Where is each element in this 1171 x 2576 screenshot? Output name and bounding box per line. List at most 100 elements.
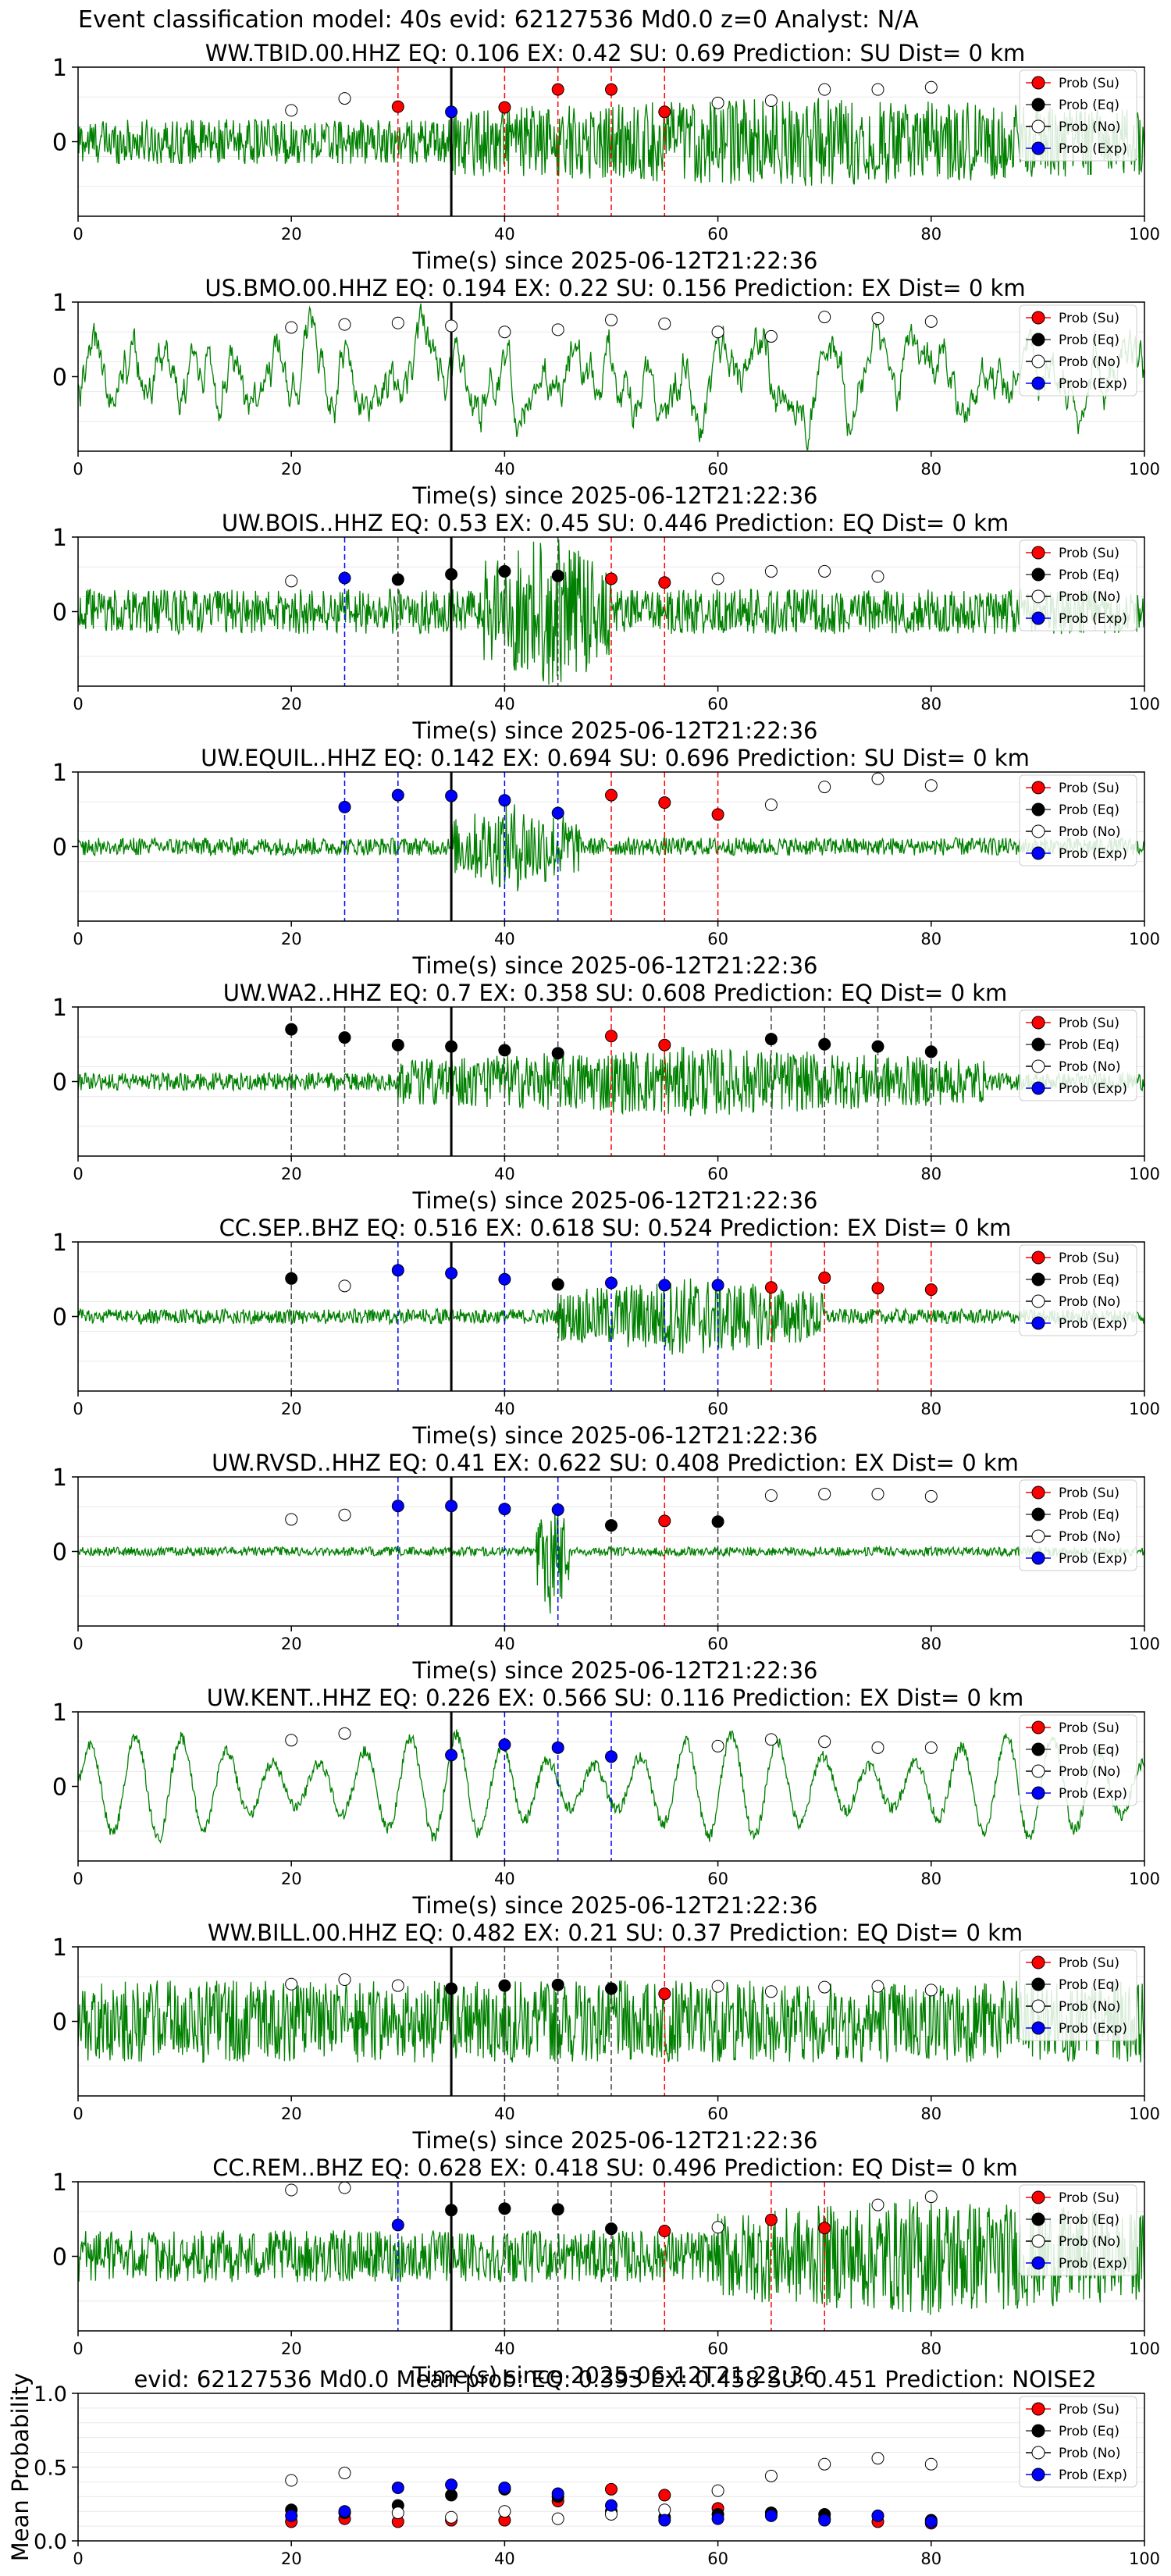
prob-marker-no bbox=[818, 1980, 831, 1994]
prob-marker-no bbox=[924, 1741, 938, 1754]
legend-label: Prob (No) bbox=[1059, 119, 1121, 135]
legend-label: Prob (Eq) bbox=[1059, 333, 1119, 348]
x-tick-label: 20 bbox=[281, 2339, 302, 2358]
prob-marker-no bbox=[871, 1980, 884, 1993]
x-tick-label: 80 bbox=[920, 1870, 941, 1888]
x-tick-label: 100 bbox=[1129, 2105, 1160, 2123]
x-tick-label: 0 bbox=[73, 2339, 83, 2358]
legend-label: Prob (Su) bbox=[1059, 2402, 1119, 2418]
legend-marker-exp bbox=[1031, 846, 1045, 860]
mean-marker-no bbox=[711, 2484, 724, 2497]
legend-marker-exp bbox=[1031, 1081, 1045, 1095]
legend-label: Prob (No) bbox=[1059, 1059, 1121, 1075]
x-tick-label: 0 bbox=[73, 460, 83, 479]
x-axis-label: Time(s) since 2025-06-12T21:22:36 bbox=[412, 1422, 818, 1449]
legend-marker-su bbox=[1031, 1485, 1045, 1500]
mean-marker-no bbox=[818, 2457, 831, 2471]
prob-marker-no bbox=[285, 1513, 298, 1526]
mean-marker-exp bbox=[445, 2478, 458, 2492]
legend: Prob (Su) Prob (Eq) Prob (No) Prob (Exp) bbox=[1019, 539, 1137, 632]
x-tick-label: 60 bbox=[707, 460, 728, 479]
legend-label: Prob (Eq) bbox=[1059, 1037, 1119, 1053]
x-axis-label: Time(s) since 2025-06-12T21:22:36 bbox=[412, 2362, 818, 2389]
legend-label: Prob (Eq) bbox=[1059, 1272, 1119, 1288]
prob-marker-no bbox=[338, 1973, 351, 1987]
prob-marker-no bbox=[711, 96, 724, 109]
x-tick-label: 60 bbox=[707, 930, 728, 948]
panel-title: CC.REM..BHZ EQ: 0.628 EX: 0.418 SU: 0.49… bbox=[212, 2154, 1018, 2181]
x-tick-label: 40 bbox=[494, 2339, 515, 2358]
mean-marker-su bbox=[658, 2489, 671, 2502]
x-tick-label: 100 bbox=[1129, 695, 1160, 713]
x-tick-label: 60 bbox=[707, 1635, 728, 1653]
prob-marker-eq bbox=[764, 1033, 778, 1046]
prob-marker-su bbox=[924, 1283, 938, 1297]
prob-marker-no bbox=[445, 319, 458, 333]
legend-label: Prob (Exp) bbox=[1059, 2467, 1127, 2483]
x-axis-label: Time(s) since 2025-06-12T21:22:36 bbox=[412, 247, 818, 274]
legend-label: Prob (Su) bbox=[1059, 311, 1119, 326]
legend-marker-no bbox=[1031, 1294, 1045, 1308]
panel-title: WW.TBID.00.HHZ EQ: 0.106 EX: 0.42 SU: 0.… bbox=[205, 40, 1026, 66]
prob-marker-eq bbox=[605, 2222, 618, 2236]
y-tick-label: 0.5 bbox=[34, 2457, 67, 2481]
prob-marker-su bbox=[605, 83, 618, 96]
x-tick-label: 20 bbox=[281, 1870, 302, 1888]
y-tick-label: 1 bbox=[52, 55, 67, 82]
x-tick-label: 80 bbox=[920, 460, 941, 479]
mean-marker-exp bbox=[924, 2515, 938, 2528]
prob-marker-eq bbox=[498, 1044, 511, 1057]
x-tick-label: 80 bbox=[920, 225, 941, 244]
prob-marker-no bbox=[285, 321, 298, 334]
panel-title: UW.RVSD..HHZ EQ: 0.41 EX: 0.622 SU: 0.40… bbox=[212, 1450, 1019, 1476]
figure-title: Event classification model: 40s evid: 62… bbox=[78, 6, 919, 34]
prob-marker-exp bbox=[498, 1503, 511, 1516]
x-tick-label: 100 bbox=[1129, 1870, 1160, 1888]
legend-marker-exp bbox=[1031, 2021, 1045, 2035]
x-tick-label: 100 bbox=[1129, 1165, 1160, 1183]
x-tick-label: 40 bbox=[494, 1635, 515, 1653]
prob-marker-no bbox=[871, 2198, 884, 2211]
prob-marker-eq bbox=[445, 2204, 458, 2217]
legend-marker-exp bbox=[1031, 1316, 1045, 1330]
y-tick-label: 0 bbox=[52, 1539, 67, 1567]
waveform-trace bbox=[77, 98, 1145, 187]
mean-marker-exp bbox=[818, 2514, 831, 2527]
prob-marker-exp bbox=[605, 1750, 618, 1763]
legend-label: Prob (No) bbox=[1059, 354, 1121, 370]
legend-marker-eq bbox=[1031, 568, 1045, 582]
x-tick-label: 0 bbox=[73, 225, 83, 244]
legend-label: Prob (Exp) bbox=[1059, 1551, 1127, 1567]
legend-label: Prob (Exp) bbox=[1059, 141, 1127, 157]
prob-marker-no bbox=[711, 572, 724, 585]
legend-marker-eq bbox=[1031, 802, 1045, 817]
mean-marker-no bbox=[338, 2467, 351, 2480]
x-tick-label: 40 bbox=[494, 1400, 515, 1418]
prob-marker-su bbox=[711, 808, 724, 821]
legend-label: Prob (No) bbox=[1059, 2234, 1121, 2250]
legend-marker-no bbox=[1031, 119, 1045, 133]
legend: Prob (Su) Prob (Eq) Prob (No) Prob (Exp) bbox=[1019, 1479, 1137, 1571]
legend-box bbox=[1019, 2184, 1137, 2276]
prob-marker-eq bbox=[285, 1272, 298, 1285]
y-tick-label: 0 bbox=[52, 130, 67, 157]
prob-marker-no bbox=[871, 312, 884, 326]
legend-box bbox=[1019, 2396, 1137, 2488]
mean-marker-exp bbox=[711, 2512, 724, 2525]
legend-label: Prob (Eq) bbox=[1059, 802, 1119, 818]
prob-marker-no bbox=[764, 1489, 778, 1502]
legend-label: Prob (Exp) bbox=[1059, 376, 1127, 392]
x-tick-label: 0 bbox=[73, 2105, 83, 2123]
x-tick-label: 0 bbox=[73, 930, 83, 948]
prob-marker-eq bbox=[498, 2202, 511, 2215]
prob-marker-no bbox=[871, 570, 884, 583]
x-tick-label: 20 bbox=[281, 1400, 302, 1418]
prob-marker-exp bbox=[498, 1738, 511, 1752]
panel-title: UW.BOIS..HHZ EQ: 0.53 EX: 0.45 SU: 0.446… bbox=[222, 510, 1009, 536]
legend-label: Prob (Su) bbox=[1059, 1016, 1119, 1031]
mean-marker-exp bbox=[338, 2505, 351, 2518]
legend-marker-su bbox=[1031, 311, 1045, 325]
prob-marker-no bbox=[818, 564, 831, 578]
